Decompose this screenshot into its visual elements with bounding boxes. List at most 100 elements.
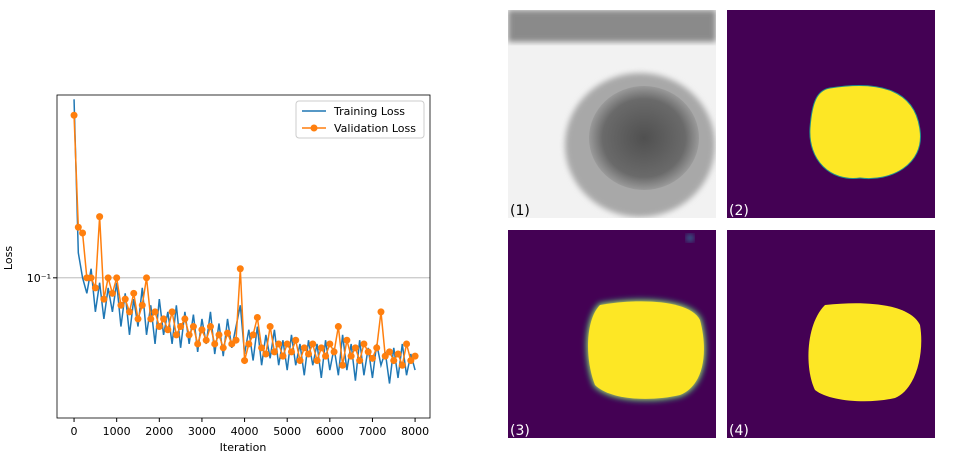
point <box>96 213 104 221</box>
point <box>364 348 372 356</box>
point <box>202 336 210 344</box>
point <box>287 348 295 356</box>
point <box>147 315 155 323</box>
legend-label: Validation Loss <box>334 122 416 135</box>
y-axis-label: Loss <box>2 246 15 270</box>
panel-2: (2) <box>727 10 935 219</box>
point <box>219 344 227 352</box>
point <box>292 336 300 344</box>
point <box>130 289 138 297</box>
point <box>211 340 219 348</box>
point <box>279 352 287 360</box>
panel-label: (2) <box>729 203 749 219</box>
point <box>249 331 257 339</box>
point <box>270 348 278 356</box>
point <box>185 331 193 339</box>
point <box>322 352 330 360</box>
point <box>117 301 125 309</box>
point <box>373 344 381 352</box>
point <box>347 352 355 360</box>
panel-label: (1) <box>510 203 530 219</box>
point <box>394 350 402 358</box>
y-tick-label: 10⁻¹ <box>27 272 51 285</box>
x-tick-label: 6000 <box>316 425 344 438</box>
legend-marker <box>310 124 318 132</box>
plot-frame <box>56 94 431 419</box>
point <box>258 344 266 352</box>
point <box>262 350 270 358</box>
point <box>296 357 304 365</box>
panel-label: (4) <box>729 423 749 439</box>
point <box>368 354 376 362</box>
point <box>245 340 253 348</box>
point <box>138 301 146 309</box>
point <box>134 315 142 323</box>
point <box>155 323 163 331</box>
point <box>87 274 95 282</box>
point <box>100 295 108 303</box>
point <box>232 336 240 344</box>
panel-4: (4) <box>727 230 935 439</box>
point <box>275 340 283 348</box>
x-axis-label: Iteration <box>220 441 267 451</box>
panel-label: (3) <box>510 423 530 439</box>
x-tick-label: 1000 <box>103 425 131 438</box>
point <box>283 340 291 348</box>
point <box>181 315 189 323</box>
point <box>236 265 244 273</box>
x-tick-label: 8000 <box>401 425 429 438</box>
point <box>194 340 202 348</box>
point <box>326 340 334 348</box>
point <box>172 331 180 339</box>
point <box>253 313 261 321</box>
point <box>305 350 313 358</box>
point <box>330 348 338 356</box>
point <box>398 361 406 369</box>
x-tick-label: 5000 <box>273 425 301 438</box>
point <box>266 323 274 331</box>
point <box>313 357 321 365</box>
point <box>407 357 415 365</box>
point <box>403 340 411 348</box>
point <box>160 315 168 323</box>
legend-label: Training Loss <box>333 105 405 118</box>
point <box>143 274 151 282</box>
point <box>339 361 347 369</box>
x-tick-label: 0 <box>71 425 78 438</box>
point <box>79 229 87 237</box>
point <box>91 284 99 292</box>
point <box>108 289 116 297</box>
point <box>189 323 197 331</box>
point <box>241 357 249 365</box>
point <box>334 323 342 331</box>
x-tick-label: 7000 <box>358 425 386 438</box>
point <box>381 352 389 360</box>
point <box>300 344 308 352</box>
point <box>74 223 82 231</box>
point <box>113 274 121 282</box>
series-line <box>73 115 416 368</box>
point <box>164 326 172 334</box>
point <box>360 340 368 348</box>
point <box>198 326 206 334</box>
point <box>125 308 133 316</box>
point <box>390 357 398 365</box>
point <box>377 308 385 316</box>
x-tick-label: 2000 <box>145 425 173 438</box>
point <box>168 308 176 316</box>
point <box>343 336 351 344</box>
point <box>356 357 364 365</box>
point <box>411 352 419 360</box>
point <box>177 323 185 331</box>
panel-3: (3) <box>508 230 716 439</box>
point <box>215 331 223 339</box>
panel-1: (1) <box>508 10 716 219</box>
point <box>351 344 359 352</box>
point <box>70 111 78 119</box>
point <box>386 348 394 356</box>
point <box>104 274 112 282</box>
x-tick-label: 4000 <box>231 425 259 438</box>
point <box>317 344 325 352</box>
point <box>151 308 159 316</box>
